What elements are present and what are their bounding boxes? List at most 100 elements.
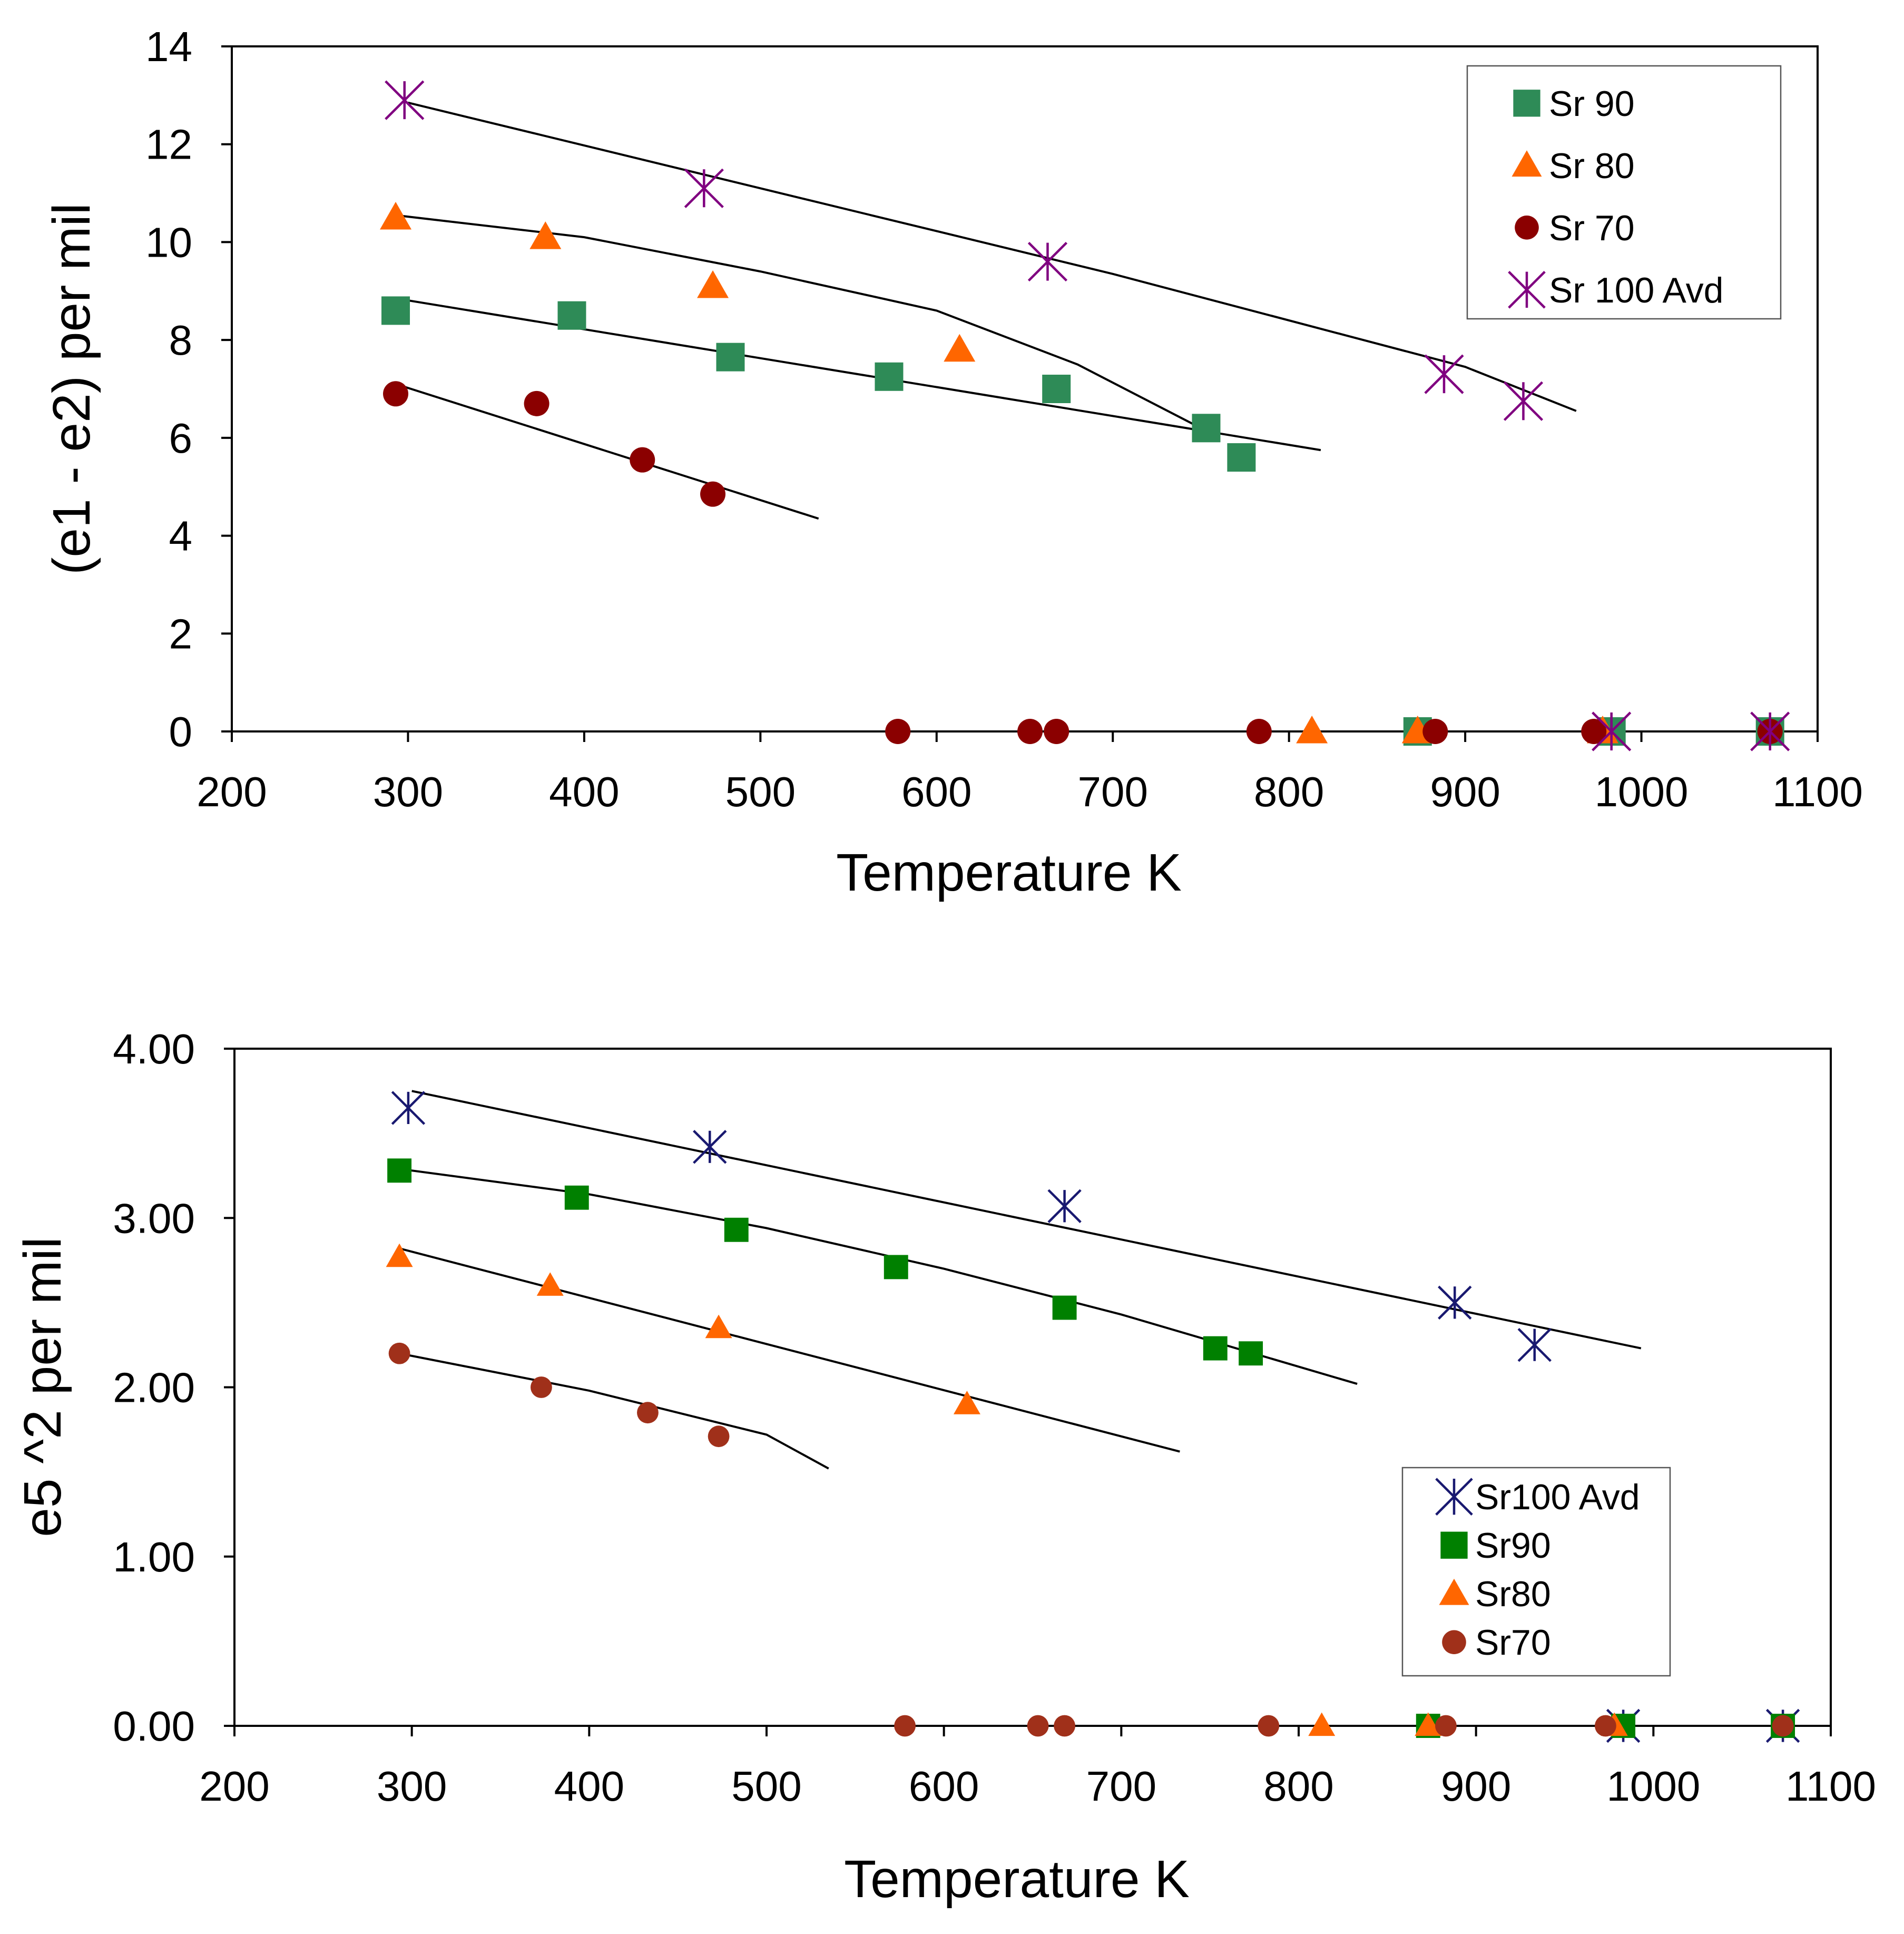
data-point xyxy=(1422,719,1448,744)
y-axis-title: e5 ^2 per mil xyxy=(13,1237,72,1537)
data-point xyxy=(884,1255,908,1279)
data-point xyxy=(700,481,726,507)
data-series xyxy=(383,381,1783,744)
chart-1: 200 300 400 500 600 700 800 900 1000 1100 0 2 4 6 8 10 1… xyxy=(42,23,1863,902)
trend-line xyxy=(407,101,1577,412)
data-point xyxy=(1027,241,1068,282)
data-point xyxy=(1503,381,1544,421)
x-tick-label: 600 xyxy=(909,1763,979,1810)
trend-line xyxy=(395,383,819,520)
y-tick-label: 8 xyxy=(169,317,193,364)
legend-label: Sr 70 xyxy=(1549,208,1635,248)
x-axis-title: Temperature K xyxy=(836,843,1182,902)
legend-label: Sr 100 Avd xyxy=(1549,270,1723,310)
x-tick-label: 600 xyxy=(901,768,971,815)
data-point xyxy=(1772,1715,1794,1737)
x-tick-label: 500 xyxy=(725,768,796,815)
x-tick-label: 200 xyxy=(199,1763,269,1810)
trend-line xyxy=(395,297,1321,452)
data-point xyxy=(630,447,655,473)
chart-2: 200 300 400 500 600 700 800 900 1000 1100 0.00 1.00… xyxy=(13,1025,1876,1909)
data-point xyxy=(536,1272,564,1296)
x-tick-label: 1100 xyxy=(1785,1763,1876,1810)
legend-marker xyxy=(1439,1578,1469,1605)
x-tick-label: 1100 xyxy=(1772,768,1863,815)
legend: Sr100 Avd Sr90 Sr80 Sr70 xyxy=(1401,1467,1671,1677)
trend-line xyxy=(399,1168,1358,1385)
legend-label: Sr 90 xyxy=(1549,84,1635,124)
x-tick-label: 700 xyxy=(1077,768,1147,815)
x-tick-label: 300 xyxy=(373,768,443,815)
data-point xyxy=(385,80,425,120)
y-tick-label: 0.00 xyxy=(113,1703,195,1750)
x-tick-label: 800 xyxy=(1263,1763,1333,1810)
x-tick-label: 800 xyxy=(1254,768,1324,815)
data-point xyxy=(1581,719,1607,744)
data-series xyxy=(380,202,1618,744)
trend-line xyxy=(395,214,1202,429)
y-tick-label: 10 xyxy=(145,219,192,266)
data-point xyxy=(1435,1715,1457,1737)
y-tick-label: 0 xyxy=(169,708,193,755)
data-point xyxy=(386,1243,413,1267)
trend-line xyxy=(411,1090,1642,1350)
data-point xyxy=(524,390,549,416)
y-axis-title: (e1 - e2) per mil xyxy=(42,203,101,575)
data-point xyxy=(387,1158,412,1183)
data-point xyxy=(388,1342,410,1364)
legend-label: Sr 80 xyxy=(1549,146,1635,186)
data-point xyxy=(894,1715,916,1737)
data-point xyxy=(1246,719,1272,744)
x-tick-label: 700 xyxy=(1086,1763,1156,1810)
data-point xyxy=(1192,414,1221,443)
legend-marker xyxy=(1442,1630,1466,1654)
data-point xyxy=(557,301,586,330)
y-tick-label: 2 xyxy=(169,610,193,657)
y-tick-label: 12 xyxy=(145,121,192,168)
data-point xyxy=(1296,716,1328,744)
x-tick-label: 500 xyxy=(731,1763,801,1810)
data-point xyxy=(391,1091,426,1125)
y-tick-label: 4 xyxy=(169,513,193,560)
data-point xyxy=(953,1391,980,1414)
x-tick-label: 1000 xyxy=(1595,768,1689,815)
data-point xyxy=(1424,354,1464,394)
legend-label: Sr100 Avd xyxy=(1475,1477,1640,1517)
data-point xyxy=(380,202,412,230)
data-point xyxy=(531,1376,552,1398)
legend-marker xyxy=(1440,1531,1468,1559)
data-point xyxy=(1517,1327,1552,1362)
data-point xyxy=(1203,1336,1228,1361)
legend: Sr 90 Sr 80 Sr 70 Sr 100 Avd xyxy=(1466,65,1782,320)
data-point xyxy=(1595,1715,1616,1737)
x-tick-label: 900 xyxy=(1430,768,1500,815)
y-tick-label: 6 xyxy=(169,415,193,462)
data-point xyxy=(1308,1712,1336,1736)
data-series xyxy=(388,1342,1794,1737)
data-point xyxy=(1044,719,1069,744)
data-point xyxy=(1592,711,1632,751)
legend-marker xyxy=(1435,1478,1473,1516)
data-point xyxy=(637,1402,659,1424)
x-tick-label: 900 xyxy=(1441,1763,1511,1810)
data-point xyxy=(383,381,409,407)
legend-marker xyxy=(1508,271,1546,309)
data-point xyxy=(875,362,904,391)
data-point xyxy=(1047,1189,1082,1223)
y-tick-label: 3.00 xyxy=(113,1195,195,1242)
x-axis-title: Temperature K xyxy=(844,1850,1190,1909)
trend-line xyxy=(399,1352,829,1470)
data-point xyxy=(944,334,976,362)
data-series xyxy=(386,1243,1628,1736)
x-tick-label: 400 xyxy=(549,768,619,815)
legend-label: Sr70 xyxy=(1475,1623,1551,1663)
data-point xyxy=(1438,1285,1472,1320)
data-series xyxy=(381,296,1784,746)
trend-line xyxy=(399,1247,1180,1453)
data-point xyxy=(1258,1715,1280,1737)
y-tick-label: 2.00 xyxy=(113,1364,195,1411)
data-point xyxy=(716,343,745,372)
data-point xyxy=(1027,1715,1049,1737)
data-point xyxy=(1415,1712,1442,1736)
